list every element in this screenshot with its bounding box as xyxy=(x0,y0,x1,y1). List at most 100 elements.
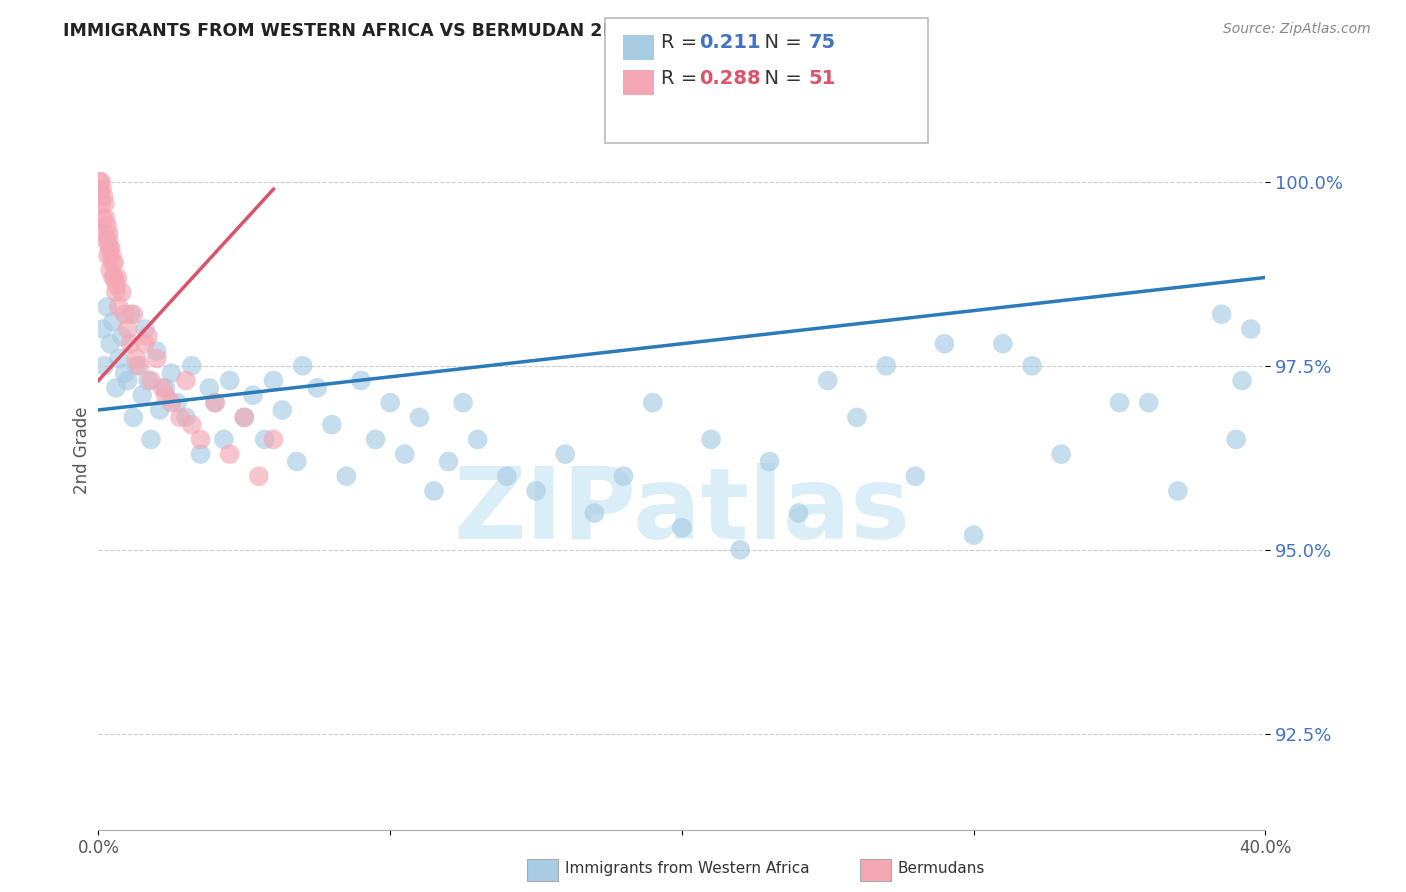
Point xyxy=(101,315,124,329)
Point xyxy=(451,395,474,409)
Point xyxy=(111,285,134,300)
Point xyxy=(117,322,139,336)
Text: Bermudans: Bermudans xyxy=(897,861,984,876)
Text: 0.288: 0.288 xyxy=(699,69,761,87)
Point xyxy=(394,447,416,461)
Point xyxy=(613,469,636,483)
Point xyxy=(139,374,162,388)
Point xyxy=(253,433,276,447)
Point xyxy=(101,270,124,285)
Point xyxy=(934,336,956,351)
Point xyxy=(125,359,148,373)
Point xyxy=(94,211,117,226)
Point xyxy=(96,234,118,248)
Point xyxy=(131,388,153,402)
Point xyxy=(169,410,191,425)
Point xyxy=(218,374,240,388)
Point xyxy=(104,285,127,300)
Point xyxy=(1167,483,1189,498)
Point xyxy=(125,351,148,366)
Point xyxy=(149,403,172,417)
Point xyxy=(134,322,156,336)
Point xyxy=(96,300,118,314)
Point xyxy=(423,483,446,498)
Point xyxy=(271,403,294,417)
Point xyxy=(904,469,927,483)
Point xyxy=(117,374,139,388)
Point xyxy=(263,433,285,447)
Point xyxy=(108,351,131,366)
Point xyxy=(122,410,145,425)
Point xyxy=(120,307,142,321)
Point xyxy=(94,197,117,211)
Point xyxy=(291,359,314,373)
Point xyxy=(128,359,150,373)
Point xyxy=(233,410,256,425)
Point xyxy=(1050,447,1073,461)
Point xyxy=(114,307,136,321)
Point xyxy=(263,374,285,388)
Point xyxy=(101,256,124,270)
Point xyxy=(96,219,118,233)
Point xyxy=(846,410,869,425)
Point xyxy=(218,447,240,461)
Point xyxy=(437,454,460,468)
Point xyxy=(1108,395,1130,409)
Point xyxy=(90,182,112,196)
Point xyxy=(108,300,131,314)
Point xyxy=(120,336,142,351)
Point xyxy=(364,433,387,447)
Point xyxy=(524,483,547,498)
Point xyxy=(97,248,120,262)
Point xyxy=(136,374,159,388)
Point xyxy=(160,366,183,380)
Point xyxy=(122,307,145,321)
Point xyxy=(1211,307,1233,321)
Point xyxy=(166,395,188,409)
Point xyxy=(139,433,162,447)
Point xyxy=(174,374,197,388)
Text: N =: N = xyxy=(752,69,808,87)
Point xyxy=(155,388,177,402)
Point xyxy=(93,227,115,241)
Point xyxy=(97,227,120,241)
Text: R =: R = xyxy=(661,69,703,87)
Point xyxy=(408,410,430,425)
Point xyxy=(104,381,127,395)
Text: R =: R = xyxy=(661,33,703,52)
Point xyxy=(89,189,111,203)
Point xyxy=(335,469,357,483)
Point xyxy=(91,211,114,226)
Point xyxy=(180,359,202,373)
Point xyxy=(233,410,256,425)
Point xyxy=(98,263,121,277)
Y-axis label: 2nd Grade: 2nd Grade xyxy=(73,407,91,494)
Text: IMMIGRANTS FROM WESTERN AFRICA VS BERMUDAN 2ND GRADE CORRELATION CHART: IMMIGRANTS FROM WESTERN AFRICA VS BERMUD… xyxy=(63,22,920,40)
Point xyxy=(174,410,197,425)
Point xyxy=(1230,374,1253,388)
Point xyxy=(103,270,125,285)
Point xyxy=(204,395,226,409)
Point xyxy=(730,542,752,557)
Point xyxy=(100,248,122,262)
Point xyxy=(758,454,780,468)
Point xyxy=(114,366,136,380)
Point xyxy=(700,433,723,447)
Point xyxy=(103,256,125,270)
Point xyxy=(111,329,134,343)
Point xyxy=(467,433,489,447)
Point xyxy=(160,395,183,409)
Point xyxy=(90,197,112,211)
Point xyxy=(212,433,235,447)
Point xyxy=(198,381,221,395)
Point xyxy=(89,175,111,189)
Point xyxy=(1225,433,1247,447)
Point xyxy=(875,359,897,373)
Point xyxy=(97,234,120,248)
Point xyxy=(1137,395,1160,409)
Point xyxy=(91,322,114,336)
Text: Immigrants from Western Africa: Immigrants from Western Africa xyxy=(565,861,810,876)
Text: 51: 51 xyxy=(808,69,835,87)
Point xyxy=(641,395,664,409)
Point xyxy=(247,469,270,483)
